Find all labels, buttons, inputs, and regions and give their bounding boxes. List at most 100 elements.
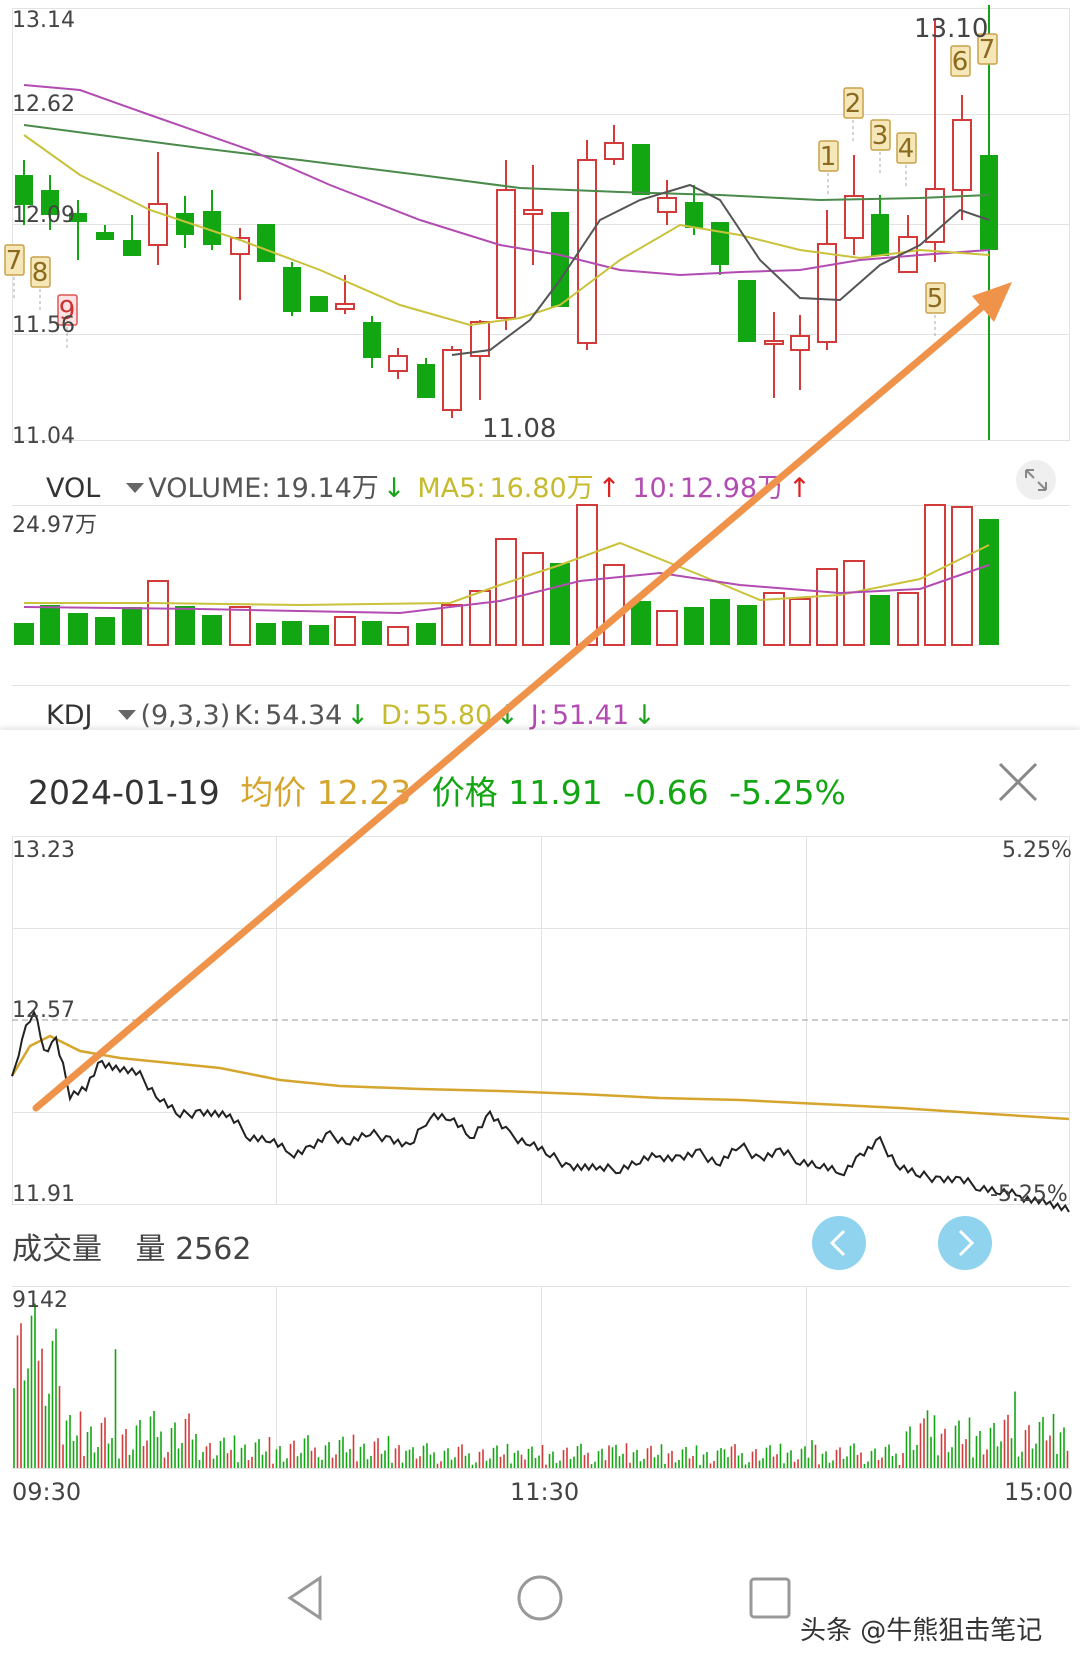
kline-frame-top bbox=[12, 8, 1070, 9]
time-start: 09:30 bbox=[12, 1478, 82, 1506]
vol-bar-16 bbox=[441, 604, 463, 646]
marker-number-8: 8 bbox=[32, 258, 49, 288]
back-icon[interactable] bbox=[284, 1574, 328, 1622]
vol-bar-31 bbox=[843, 560, 865, 646]
candle-body-12 bbox=[335, 303, 355, 310]
kline-frame-left bbox=[12, 8, 13, 440]
marker-box-8 bbox=[30, 256, 51, 288]
marker-7-7: 7 bbox=[4, 244, 25, 276]
ivol-grid-bottom bbox=[12, 1468, 1070, 1469]
close-icon[interactable] bbox=[996, 760, 1040, 804]
ivol-grid-v3 bbox=[806, 1286, 807, 1468]
vol-ma5-label: MA5: bbox=[417, 473, 486, 504]
vol-bar-23 bbox=[631, 601, 651, 645]
kdj-name[interactable]: KDJ bbox=[46, 700, 93, 731]
volume-title: 成交量 bbox=[12, 1232, 102, 1267]
vol-volume-arrow: ↓ bbox=[382, 473, 406, 504]
intra-mid-price: 12.57 bbox=[12, 998, 75, 1023]
kdj-j-value: 51.41 bbox=[551, 700, 630, 731]
intraday-volume-bars bbox=[13, 1303, 1069, 1468]
time-mid: 11:30 bbox=[510, 1478, 580, 1506]
candle-body-22 bbox=[604, 142, 624, 160]
candle-body-13 bbox=[363, 322, 381, 358]
candle-body-36 bbox=[980, 155, 998, 250]
marker-3-2: 3 bbox=[870, 119, 891, 151]
price-change-pct: -5.25% bbox=[729, 773, 846, 812]
marker-number-2: 3 bbox=[872, 121, 889, 151]
marker-box-5 bbox=[950, 45, 971, 77]
vol-bar-13 bbox=[362, 621, 382, 645]
expand-icon[interactable] bbox=[1016, 460, 1056, 500]
kdj-dropdown-icon[interactable] bbox=[118, 709, 137, 720]
vol-bar-25 bbox=[684, 607, 704, 645]
avg-price-label: 均价 bbox=[240, 773, 307, 812]
vol-bar-3 bbox=[95, 617, 115, 645]
marker-number-4: 5 bbox=[927, 284, 944, 314]
marker-box-1 bbox=[843, 87, 864, 119]
candle-body-9 bbox=[257, 224, 275, 262]
kdj-j-label: J: bbox=[530, 700, 548, 731]
candle-body-35 bbox=[952, 119, 972, 191]
vol-bar-4 bbox=[122, 607, 142, 645]
recents-icon[interactable] bbox=[748, 1576, 792, 1620]
kline-grid-2 bbox=[12, 224, 1070, 225]
prev-button[interactable] bbox=[812, 1216, 866, 1270]
price-label-3: 12.09 bbox=[12, 203, 75, 228]
kdj-indicator-bar: KDJ (9,3,3) K: 54.34 ↓ D: 55.80 ↓ J: 51.41 ↓ bbox=[46, 700, 660, 731]
candle-body-26 bbox=[711, 222, 729, 265]
time-end: 15:00 bbox=[1004, 1478, 1074, 1506]
candle-body-3 bbox=[96, 232, 114, 240]
vol-ma10-label: 10: bbox=[632, 473, 676, 504]
candle-body-25 bbox=[685, 202, 703, 228]
candle-body-7 bbox=[203, 211, 221, 245]
marker-6-5: 6 bbox=[950, 45, 971, 77]
kdj-k-label: K: bbox=[234, 700, 262, 731]
intraday-panel: 2024-01-19 均价 12.23 价格 11.91 -0.66 -5.25… bbox=[0, 730, 1080, 1662]
intraday-price-chart[interactable]: 13.23 5.25% 12.57 11.91 -5.25% bbox=[0, 836, 1080, 1213]
vol-bar-6 bbox=[175, 606, 195, 645]
kline-frame-right bbox=[1069, 8, 1070, 440]
candle-body-32 bbox=[871, 214, 889, 256]
candle-body-28 bbox=[764, 340, 784, 345]
intraday-lines bbox=[10, 1009, 1070, 1213]
intraday-date: 2024-01-19 bbox=[28, 773, 220, 812]
candle-body-14 bbox=[388, 355, 408, 372]
vol-name[interactable]: VOL bbox=[46, 473, 101, 504]
vol-bar-10 bbox=[282, 621, 302, 645]
marker-box-0 bbox=[818, 140, 839, 172]
vol-ma10-arrow: ↑ bbox=[788, 473, 811, 504]
high-annotation: 13.10 bbox=[914, 14, 989, 44]
candle-body-18 bbox=[496, 189, 516, 319]
ivol-grid-v1 bbox=[276, 1286, 277, 1468]
marker-7-6: 7 bbox=[977, 33, 998, 65]
marker-number-0: 1 bbox=[820, 142, 837, 172]
ma20-line bbox=[23, 84, 990, 277]
kdj-d-value: 55.80 bbox=[414, 700, 493, 731]
vol-bar-14 bbox=[387, 626, 409, 646]
vol-bar-33 bbox=[897, 592, 919, 646]
ivol-max: 9142 bbox=[12, 1288, 68, 1313]
home-icon[interactable] bbox=[516, 1574, 564, 1622]
marker-8-8: 8 bbox=[30, 256, 51, 288]
intra-grid-v4 bbox=[1069, 836, 1070, 1204]
price-value: 11.91 bbox=[508, 773, 603, 812]
next-button[interactable] bbox=[938, 1216, 992, 1270]
vol-bar-21 bbox=[576, 504, 598, 646]
vol-bar-7 bbox=[202, 615, 222, 645]
vol-dropdown-icon[interactable] bbox=[126, 482, 145, 493]
kdj-params: (9,3,3) bbox=[140, 700, 231, 731]
candle-body-20 bbox=[551, 212, 569, 307]
marker-2-1: 2 bbox=[843, 87, 864, 119]
intra-top-price: 13.23 bbox=[12, 838, 75, 863]
candle-body-21 bbox=[577, 159, 597, 344]
vol-bar-20 bbox=[550, 563, 570, 645]
candle-body-30 bbox=[817, 243, 837, 343]
marker-number-7: 7 bbox=[6, 246, 23, 276]
vol-bar-18 bbox=[495, 538, 517, 646]
vol-bar-5 bbox=[147, 580, 169, 646]
price-label-bottom: 11.04 bbox=[12, 424, 75, 449]
vol-bar-2 bbox=[68, 613, 88, 645]
vol-bar-27 bbox=[737, 605, 757, 645]
candle-body-31 bbox=[844, 195, 864, 239]
